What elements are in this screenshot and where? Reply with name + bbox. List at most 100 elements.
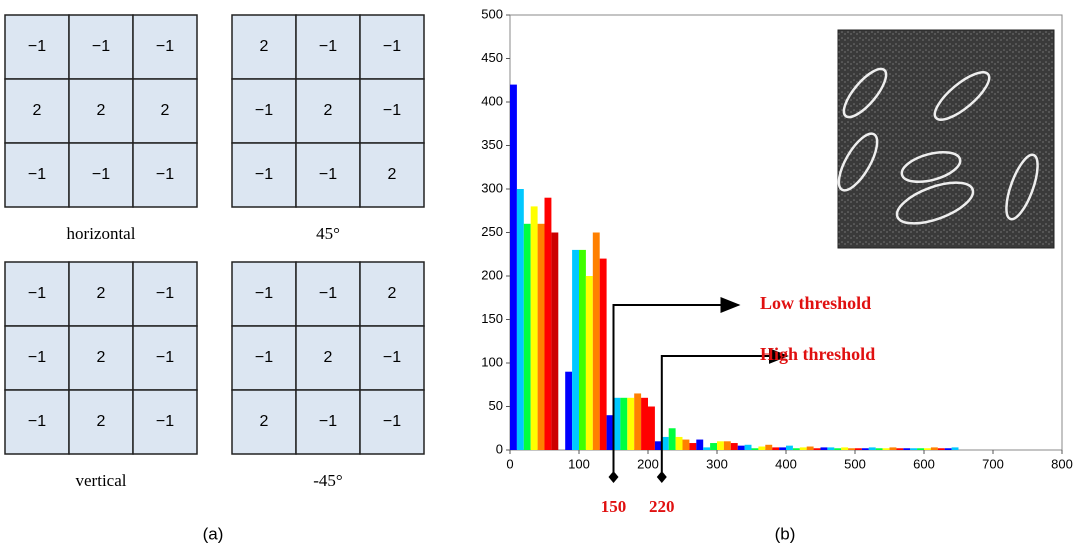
histogram-bar [944,448,952,450]
kernel-cell [231,142,297,208]
kernel-value: −1 [28,38,46,55]
histogram-bar [924,448,931,450]
histogram-bar [613,397,621,450]
histogram-bar [792,448,800,450]
kernel-cell [295,78,361,144]
kernel-value: 2 [97,102,106,119]
kernel-value: 2 [324,102,333,119]
x-tick-label: 800 [1051,456,1073,471]
histogram-bar [730,443,738,450]
histogram-bar [675,436,683,450]
histogram-bar [917,448,924,450]
histogram-bar [703,447,711,450]
kernel-cell [4,389,70,455]
kernel-value: −1 [319,166,337,183]
histogram-bar [882,448,890,450]
histogram-bar [551,232,559,450]
x-tick-label: 200 [637,456,659,471]
y-tick-label: 300 [481,180,503,195]
histogram-bar [523,223,531,450]
kernel-cell [132,389,198,455]
kernel-value: −1 [156,285,174,302]
kernel-label: -45° [313,471,342,490]
y-tick-label: 200 [481,267,503,282]
kernel-cell [359,389,425,455]
kernel-cell [231,389,297,455]
x-tick-label: 0 [506,456,513,471]
histogram-bar [827,447,835,450]
histogram-bar [723,441,731,450]
histogram-bar [592,232,600,450]
kernel-value: 2 [324,349,333,366]
histogram-bar [689,443,697,450]
kernel-value: −1 [156,38,174,55]
threshold-line [612,297,741,472]
histogram-bar [641,397,648,450]
kernel-cell [295,325,361,391]
y-tick-label: 450 [481,50,503,65]
kernel-value: 2 [388,285,397,302]
y-tick-label: 50 [489,398,503,413]
kernel-cell [68,142,134,208]
histogram-bar [627,397,635,450]
kernel-value: −1 [28,166,46,183]
histogram-bar [585,276,593,450]
kernel-value: −1 [92,38,110,55]
kernel-value: −1 [383,413,401,430]
kernel-cell [295,142,361,208]
kernel-value: 2 [97,349,106,366]
y-tick-label: 150 [481,311,503,326]
histogram-bar [710,443,717,450]
kernel-cell [231,14,297,80]
histogram-bar [648,406,655,450]
kernel-value: −1 [255,102,273,119]
kernel-value: 2 [388,166,397,183]
histogram-bar [848,448,855,450]
kernel-cell [132,325,198,391]
threshold-line [660,348,789,472]
kernel-cell [231,261,297,327]
kernel-value: −1 [383,102,401,119]
y-tick-label: 0 [496,441,503,456]
x-tick-label: 600 [913,456,935,471]
histogram-bar [510,84,517,450]
kernel-cell [231,78,297,144]
histogram-bar [834,448,842,450]
histogram-bar [634,393,642,450]
histogram-bar [758,446,766,450]
threshold-value: 220 [649,497,675,516]
threshold-value: 150 [601,497,627,516]
x-tick-label: 700 [982,456,1004,471]
kernel-label: 45° [316,224,340,243]
kernel-value: −1 [319,285,337,302]
y-tick-label: 250 [481,224,503,239]
kernel-label: vertical [76,471,127,490]
histogram-bar [765,444,773,450]
kernel-value: −1 [255,166,273,183]
kernel-value: −1 [383,38,401,55]
kernel-cell [231,325,297,391]
histogram-bar [737,445,745,450]
kernel-cell [68,389,134,455]
kernel-value: 2 [260,413,269,430]
histogram-bar [682,439,690,450]
histogram-bar [565,371,573,450]
kernel-value: −1 [255,349,273,366]
histogram-bar [654,441,662,450]
histogram-bar [868,447,876,450]
kernel-label: horizontal [67,224,136,243]
kernel-value: 2 [161,102,170,119]
histogram-bar [806,446,814,450]
kernel-cell [68,78,134,144]
histogram-bar [579,249,586,450]
histogram-bar [620,397,628,450]
histogram-bar [889,447,897,450]
histogram-bar [744,444,752,450]
kernel-value: 2 [97,285,106,302]
histogram-bar [820,447,828,450]
kernel-cell [359,78,425,144]
kernel-cell [4,261,70,327]
kernel-value: −1 [383,349,401,366]
kernel-value: −1 [28,285,46,302]
histogram-bar [903,448,911,450]
